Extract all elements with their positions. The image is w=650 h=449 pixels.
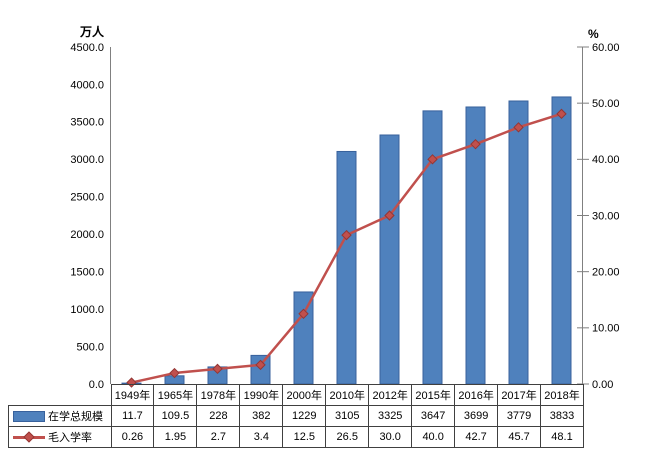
legend-label: 毛入学率 [48,432,92,444]
bar [293,291,314,385]
value-cell: 26.5 [325,426,370,448]
value-cell: 1229 [282,405,327,427]
value-cell: 109.5 [153,405,198,427]
category-label: 2015年 [411,384,456,406]
left-axis-tick-label: 4000.0 [70,79,104,91]
value-cell: 0.26 [110,426,155,448]
value-cell: 11.7 [110,405,155,427]
category-label: 2016年 [454,384,499,406]
value-cell: 40.0 [411,426,456,448]
category-label: 2000年 [282,384,327,406]
left-axis-tick-label: 3000.0 [70,154,104,166]
legend-cell: 在学总规模 [8,405,112,427]
right-axis-tick-label: 0.00 [592,379,613,391]
bar [379,134,400,385]
category-label: 2017年 [497,384,542,406]
left-axis-tick-label: 500.0 [76,341,104,353]
left-axis-tick-label: 3500.0 [70,117,104,129]
left-axis-tick-label: 2500.0 [70,192,104,204]
value-cell: 2.7 [196,426,241,448]
value-cell: 382 [239,405,284,427]
left-axis-tick-label: 1500.0 [70,267,104,279]
right-axis-tick-label: 40.00 [592,154,620,166]
value-cell: 3.4 [239,426,284,448]
right-axis-tick-label: 30.00 [592,210,620,222]
value-cell: 45.7 [497,426,542,448]
right-axis-tick-label: 20.00 [592,267,620,279]
value-cell: 12.5 [282,426,327,448]
value-cell: 42.7 [454,426,499,448]
left-axis-tick-label: 1000.0 [70,304,104,316]
bar [508,100,529,385]
value-cell: 3699 [454,405,499,427]
left-axis-title: 万人 [79,24,105,39]
left-axis-tick-label: 2000.0 [70,229,104,241]
bar [336,150,357,385]
value-cell: 3779 [497,405,542,427]
bar [422,110,443,385]
data-table: 1949年 1965年 1978年 1990年 2000年 2010年 2012年 2015年… [8,384,584,448]
right-axis-tick-label: 60.00 [592,42,620,54]
value-cell: 30.0 [368,426,413,448]
bar-series-swatch [13,410,45,422]
line-marker [255,359,266,371]
category-label: 2018年 [540,384,584,406]
category-label: 1949年 [110,384,155,406]
line-marker [556,108,567,120]
right-axis-tick-label: 50.00 [592,98,620,110]
line-marker [341,229,352,241]
line-series-swatch [13,431,45,443]
line-marker [513,122,524,133]
line-marker [212,363,223,375]
value-cell: 3105 [325,405,370,427]
bar [551,96,572,385]
value-cell: 3325 [368,405,413,427]
line-marker [427,154,438,165]
line-marker [169,367,180,379]
legend-cell: 毛入学率 [8,426,112,448]
category-label: 2012年 [368,384,413,406]
line-marker [384,210,395,221]
right-axis-tick-label: 10.00 [592,323,620,335]
category-label: 1965年 [153,384,198,406]
value-cell: 228 [196,405,241,427]
right-axis-title: % [588,27,599,41]
left-axis-tick-label: 4500.0 [70,42,104,54]
legend-label: 在学总规模 [48,411,103,423]
left-axis-tick-label: 0.0 [89,379,104,391]
line-marker [470,138,481,150]
value-cell: 48.1 [540,426,584,448]
value-cell: 1.95 [153,426,198,448]
table-corner-blank [9,385,112,406]
value-cell: 3833 [540,405,584,427]
category-label: 1978年 [196,384,241,406]
value-cell: 3647 [411,405,456,427]
line-marker [298,308,309,319]
category-label: 2010年 [325,384,370,406]
category-label: 1990年 [239,384,284,406]
